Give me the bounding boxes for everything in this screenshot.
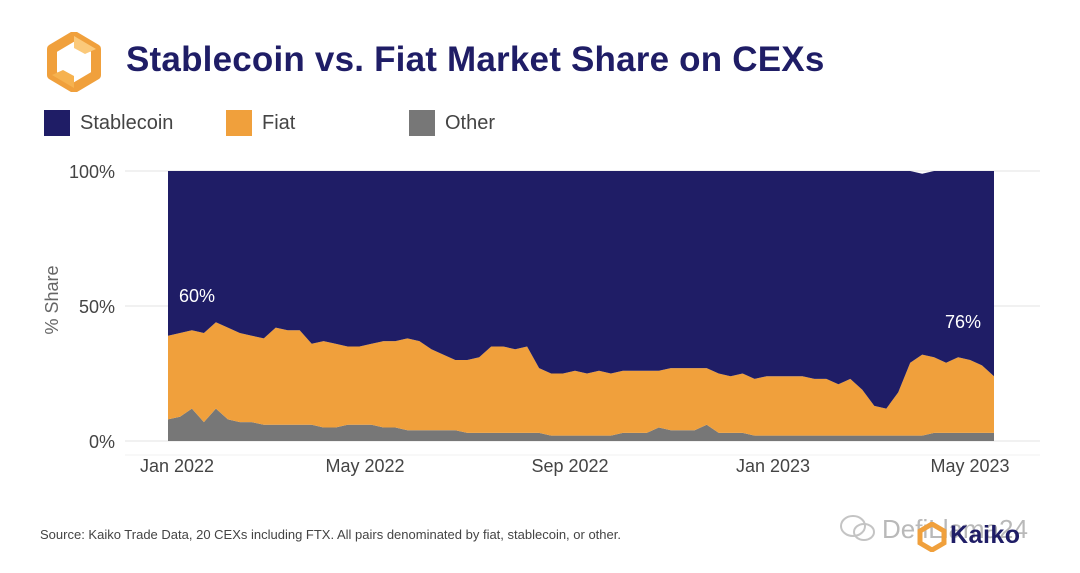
annotation-label: 76%: [945, 312, 981, 332]
legend-item-other: Other: [409, 110, 495, 136]
legend-label-fiat: Fiat: [262, 111, 296, 134]
source-note: Source: Kaiko Trade Data, 20 CEXs includ…: [40, 527, 621, 542]
annotation-label: 60%: [179, 286, 215, 306]
x-tick-label: Sep 2022: [531, 456, 608, 476]
wechat-watermark-icon: [840, 515, 875, 541]
legend-label-other: Other: [445, 111, 496, 134]
legend-swatch-stablecoin: [44, 110, 70, 136]
area-series-stablecoin: [168, 171, 994, 409]
y-tick-label: 0%: [89, 432, 115, 452]
legend-item-fiat: Fiat: [226, 110, 295, 136]
area-series-fiat: [168, 322, 994, 436]
area-layer: [168, 171, 994, 441]
legend-item-stablecoin: Stablecoin: [44, 110, 173, 136]
legend-swatch-other: [409, 110, 435, 136]
area-series-other: [168, 408, 994, 441]
x-tick-label: May 2023: [930, 456, 1009, 476]
x-tick-label: Jan 2023: [736, 456, 810, 476]
brand-name: Kaiko: [950, 521, 1021, 549]
y-tick-label: 100%: [69, 162, 115, 182]
kaiko-logo-icon: [47, 32, 101, 92]
legend-label-stablecoin: Stablecoin: [80, 111, 174, 134]
page-title: Stablecoin vs. Fiat Market Share on CEXs: [126, 40, 825, 79]
x-tick-label: May 2022: [325, 456, 404, 476]
y-axis-title: % Share: [42, 265, 62, 334]
legend-swatch-fiat: [226, 110, 252, 136]
x-tick-label: Jan 2022: [140, 456, 214, 476]
kaiko-brand-icon: [917, 522, 947, 552]
watermark-text: DefiLlama24: [882, 514, 1028, 544]
axis-layer: 100% 50% 0% Jan 2022 May 2022 Sep 2022 Jan 202…: [42, 162, 1010, 476]
y-tick-label: 50%: [79, 297, 115, 317]
annotation-layer: 60% 76%: [179, 286, 981, 332]
